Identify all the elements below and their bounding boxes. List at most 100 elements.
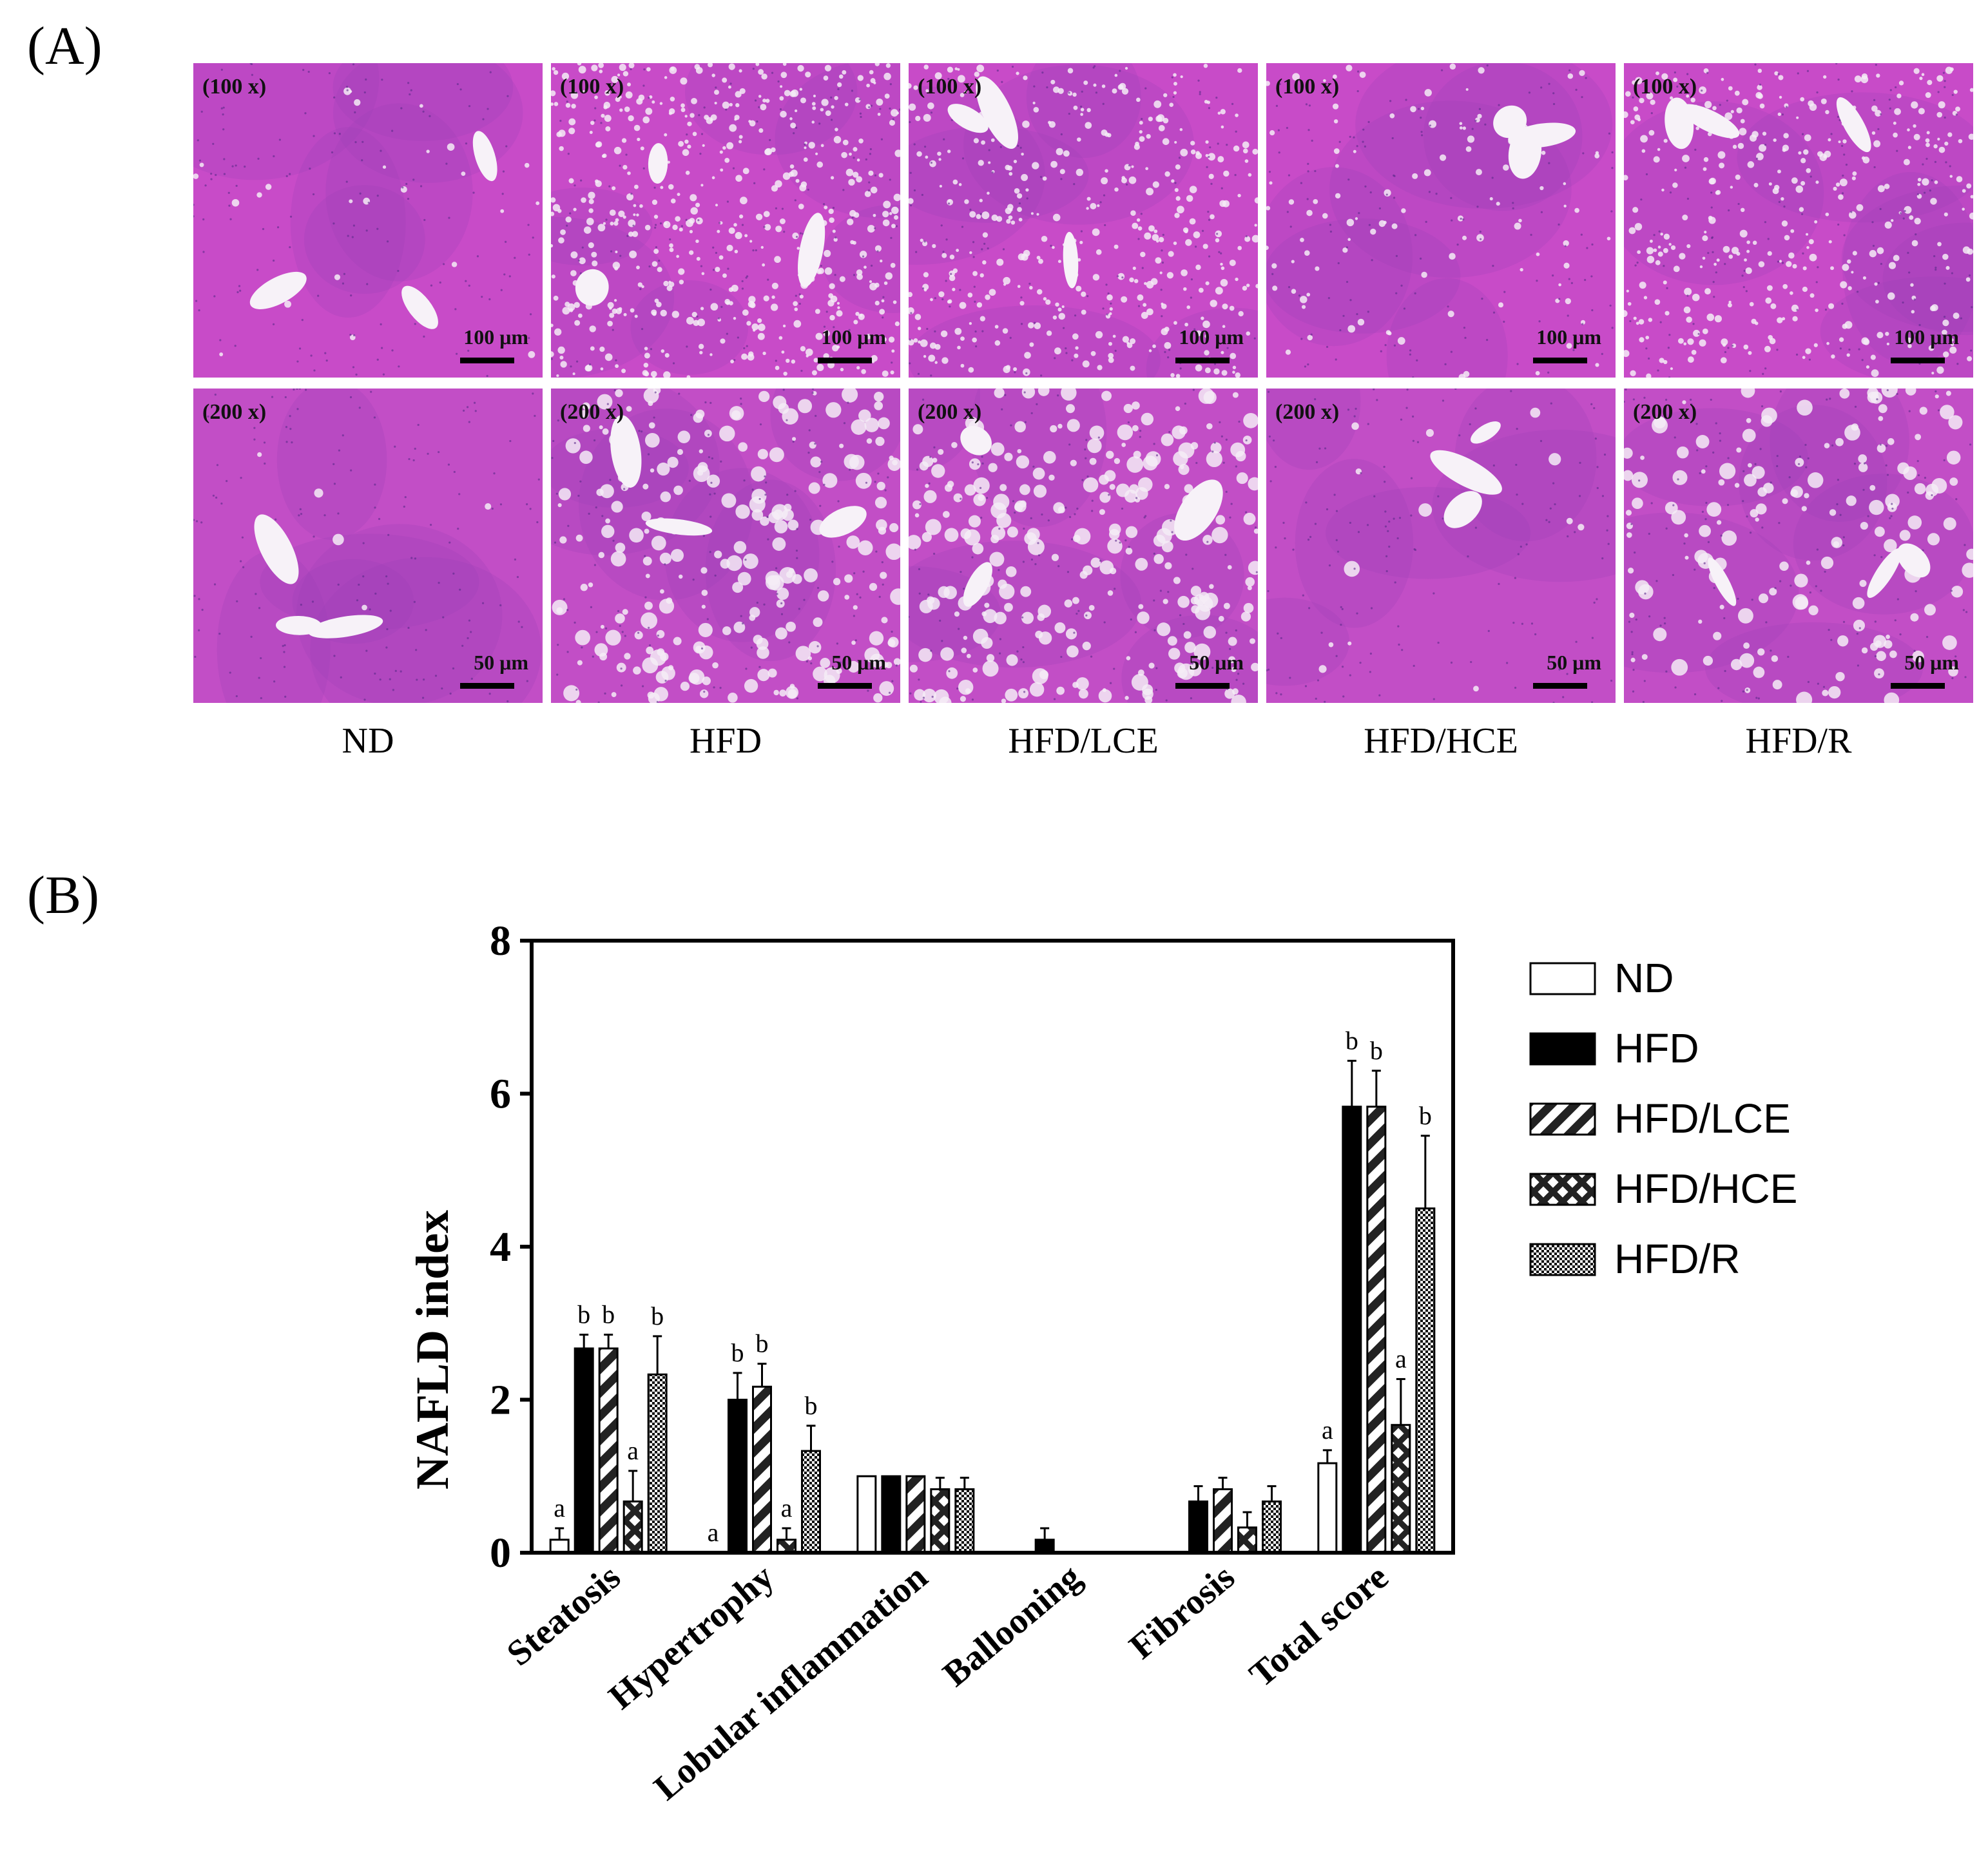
micrograph-nd-row1: (100 x) 100 μm: [193, 63, 543, 378]
micrograph-hfd-hce-row2: (200 x) 50 μm: [1266, 389, 1616, 703]
bar: [728, 1399, 748, 1554]
micrograph-hfd-r-row1: (100 x) 100 μm: [1624, 63, 1973, 378]
bar: [1034, 1539, 1055, 1554]
significance-letter: b: [1370, 1036, 1383, 1065]
plot-frame: [530, 939, 1455, 1555]
bar: [647, 1373, 668, 1554]
significance-letter: b: [577, 1300, 590, 1329]
bar: [1342, 1106, 1362, 1554]
bar: [881, 1475, 902, 1554]
scale-bar-label: 100 μm: [463, 325, 528, 349]
scale-bar: [1533, 358, 1587, 363]
scale-bar-label: 100 μm: [1894, 325, 1959, 349]
x-tick-label: Ballooning: [936, 1557, 1089, 1694]
legend-label: ND: [1614, 955, 1674, 1001]
bar: [905, 1475, 926, 1554]
scale-bar: [1175, 683, 1230, 689]
micrograph-hfd-lce-row1: (100 x) 100 μm: [909, 63, 1258, 378]
bar: [1366, 1106, 1387, 1554]
group-label: HFD/R: [1745, 721, 1852, 761]
significance-letter: b: [1419, 1101, 1432, 1130]
panel-b-label: (B): [27, 865, 99, 925]
scale-bar: [818, 358, 872, 363]
scale-bar: [1891, 683, 1945, 689]
x-tick-label: Lobular inflammation: [646, 1557, 935, 1808]
bar: [801, 1450, 821, 1554]
magnification-label: (100 x): [560, 75, 624, 99]
y-tick-label: 4: [490, 1223, 511, 1271]
magnification-label: (200 x): [202, 400, 267, 424]
scale-bar: [818, 683, 872, 689]
group-label: HFD/HCE: [1364, 721, 1518, 761]
y-tick-label: 8: [490, 917, 511, 964]
magnification-label: (200 x): [1633, 400, 1697, 424]
bar: [752, 1385, 772, 1554]
significance-letter: a: [708, 1518, 719, 1547]
bar: [856, 1475, 877, 1554]
scale-bar-label: 50 μm: [1904, 651, 1959, 674]
significance-letter: a: [1395, 1344, 1407, 1373]
y-tick-label: 6: [490, 1071, 511, 1118]
legend-label: HFD/HCE: [1614, 1166, 1797, 1212]
bar: [1188, 1500, 1208, 1554]
bar: [1237, 1526, 1257, 1554]
bar: [1213, 1488, 1233, 1554]
x-tick-label: Fibrosis: [1122, 1557, 1242, 1667]
bar: [1317, 1462, 1338, 1554]
chart-legend: ND HFD HFD/LCE HFD/HCE HFD/R: [1529, 955, 1797, 1282]
legend-swatch: [1529, 1032, 1596, 1066]
scale-bar: [460, 683, 514, 689]
scale-bar-label: 100 μm: [821, 325, 886, 349]
magnification-label: (200 x): [1275, 400, 1340, 424]
scale-bar: [460, 358, 514, 363]
scale-bar-label: 100 μm: [1179, 325, 1244, 349]
y-axis-label: NAFLD index: [407, 1210, 458, 1490]
scale-bar: [1175, 358, 1230, 363]
bar: [930, 1488, 951, 1554]
scale-bar: [1891, 358, 1945, 363]
group-label: HFD: [689, 721, 762, 761]
bar: [954, 1488, 975, 1554]
group-label: HFD/LCE: [1008, 721, 1159, 761]
magnification-label: (100 x): [202, 75, 267, 99]
legend-swatch: [1529, 1102, 1596, 1136]
magnification-label: (100 x): [1275, 75, 1340, 99]
legend-swatch: [1529, 1173, 1596, 1206]
significance-letter: b: [756, 1329, 769, 1358]
magnification-label: (200 x): [918, 400, 982, 424]
significance-letter: b: [805, 1391, 818, 1420]
micrograph-hfd-row2: (200 x) 50 μm: [551, 389, 900, 703]
panel-a-label: (A): [27, 16, 102, 76]
y-tick-label: 0: [490, 1530, 511, 1577]
x-tick-label: Steatosis: [499, 1557, 628, 1673]
significance-letter: a: [1322, 1415, 1333, 1444]
significance-letter: b: [731, 1338, 744, 1367]
y-tick-label: 2: [490, 1377, 511, 1424]
micrograph-hfd-r-row2: (200 x) 50 μm: [1624, 389, 1973, 703]
scale-bar-label: 100 μm: [1536, 325, 1601, 349]
significance-letter: b: [602, 1300, 615, 1329]
legend-label: HFD/R: [1614, 1236, 1741, 1282]
group-label: ND: [342, 721, 394, 761]
legend-label: HFD: [1614, 1025, 1699, 1071]
micrograph-nd-row2: (200 x) 50 μm: [193, 389, 543, 703]
magnification-label: (100 x): [1633, 75, 1697, 99]
magnification-label: (100 x): [918, 75, 982, 99]
bar: [777, 1539, 796, 1554]
bar: [1391, 1424, 1411, 1554]
bar: [549, 1539, 570, 1554]
micrograph-hfd-lce-row2: (200 x) 50 μm: [909, 389, 1258, 703]
legend-label: HFD/LCE: [1614, 1095, 1791, 1142]
scale-bar: [1533, 683, 1587, 689]
legend-swatch: [1529, 962, 1596, 995]
bar: [574, 1347, 594, 1554]
significance-letter: a: [627, 1436, 639, 1465]
scale-bar-label: 50 μm: [831, 651, 886, 674]
legend-swatch: [1529, 1243, 1596, 1276]
bar: [1415, 1207, 1436, 1554]
bar: [1262, 1500, 1282, 1554]
micrograph-hfd-row1: (100 x) 100 μm: [551, 63, 900, 378]
